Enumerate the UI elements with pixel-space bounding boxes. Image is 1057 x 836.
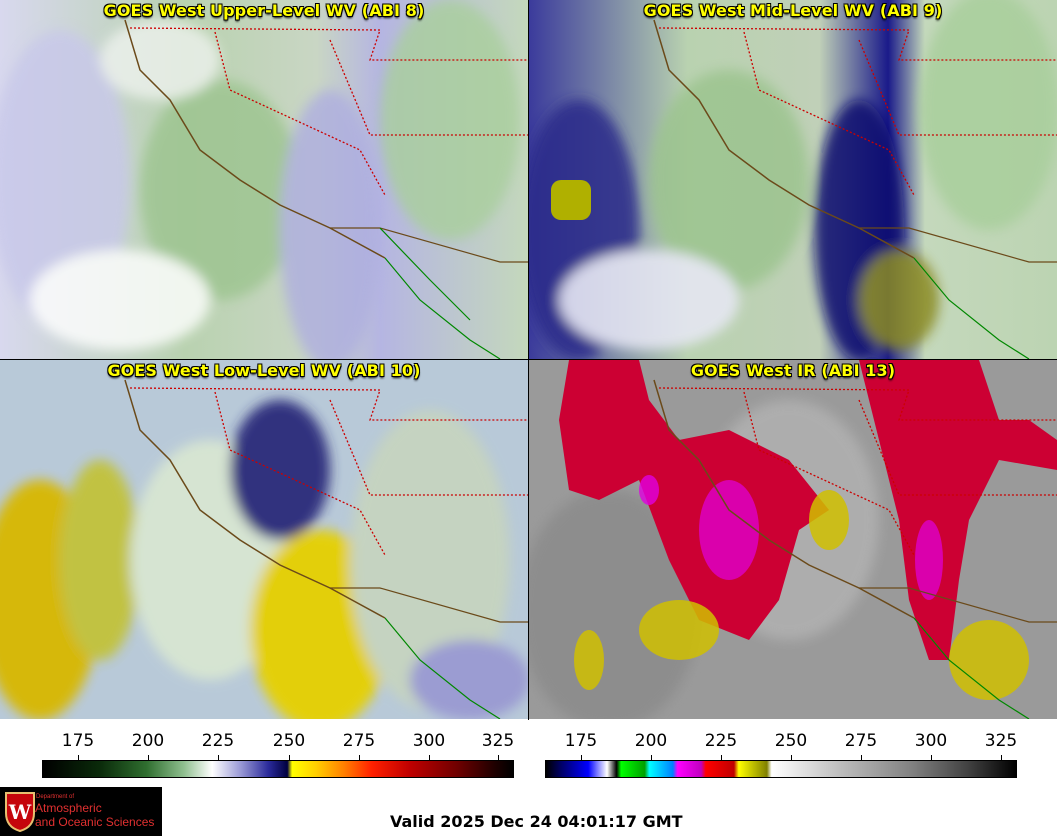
wv-tick-mark: [359, 755, 360, 760]
low-level-wv-panel: GOES West Low-Level WV (ABI 10): [0, 360, 528, 719]
ir-tick-mark: [1001, 755, 1002, 760]
mid-level-wv-title: GOES West Mid-Level WV (ABI 9): [643, 1, 943, 20]
ir-title: GOES West IR (ABI 13): [690, 361, 896, 380]
wv-tick-label: 325: [481, 731, 515, 751]
aos-logo[interactable]: W Department of Atmospheric and Oceanic …: [0, 787, 162, 836]
ir-tick-mark: [931, 755, 932, 760]
ir-tick-mark: [861, 755, 862, 760]
wv-tick-mark: [498, 755, 499, 760]
ir-panel: GOES West IR (ABI 13): [529, 360, 1057, 719]
wv-tick-mark: [289, 755, 290, 760]
panel-divider-vertical: [528, 0, 529, 720]
wv-tick-label: 300: [412, 731, 446, 751]
ir-image: [529, 360, 1057, 719]
valid-time-label: Valid 2025 Dec 24 04:01:17 GMT: [390, 812, 683, 831]
wv-tick-label: 275: [342, 731, 376, 751]
uw-crest-icon: W: [5, 792, 35, 833]
mid-level-wv-panel: GOES West Mid-Level WV (ABI 9): [529, 0, 1057, 359]
wv-color-scale: [42, 760, 514, 778]
upper-level-wv-title: GOES West Upper-Level WV (ABI 8): [103, 1, 425, 20]
wv-tick-label: 200: [131, 731, 165, 751]
ir-tick-label: 175: [564, 731, 598, 751]
wv-tick-label: 250: [272, 731, 306, 751]
logo-line1: Department of: [36, 794, 75, 800]
ir-color-scale: [545, 760, 1017, 778]
wv-tick-mark: [429, 755, 430, 760]
ir-tick-label: 225: [704, 731, 738, 751]
svg-text:W: W: [8, 800, 32, 824]
mid-level-wv-image: [529, 0, 1057, 359]
wv-tick-label: 225: [201, 731, 235, 751]
ir-tick-label: 325: [984, 731, 1018, 751]
upper-level-wv-image: [0, 0, 528, 359]
ir-tick-mark: [791, 755, 792, 760]
wv-tick-mark: [218, 755, 219, 760]
low-level-wv-image: [0, 360, 528, 719]
logo-line3: and Oceanic Sciences: [35, 815, 155, 829]
low-level-wv-title: GOES West Low-Level WV (ABI 10): [107, 361, 421, 380]
ir-tick-label: 275: [844, 731, 878, 751]
logo-line2: Atmospheric: [35, 801, 102, 815]
ir-tick-label: 250: [774, 731, 808, 751]
upper-level-wv-panel: GOES West Upper-Level WV (ABI 8): [0, 0, 528, 359]
wv-tick-mark: [78, 755, 79, 760]
panel-divider-horizontal: [0, 359, 1057, 360]
ir-tick-label: 300: [914, 731, 948, 751]
ir-tick-label: 200: [634, 731, 668, 751]
wv-tick-mark: [148, 755, 149, 760]
ir-tick-mark: [651, 755, 652, 760]
ir-tick-mark: [721, 755, 722, 760]
wv-tick-label: 175: [61, 731, 95, 751]
ir-tick-mark: [581, 755, 582, 760]
